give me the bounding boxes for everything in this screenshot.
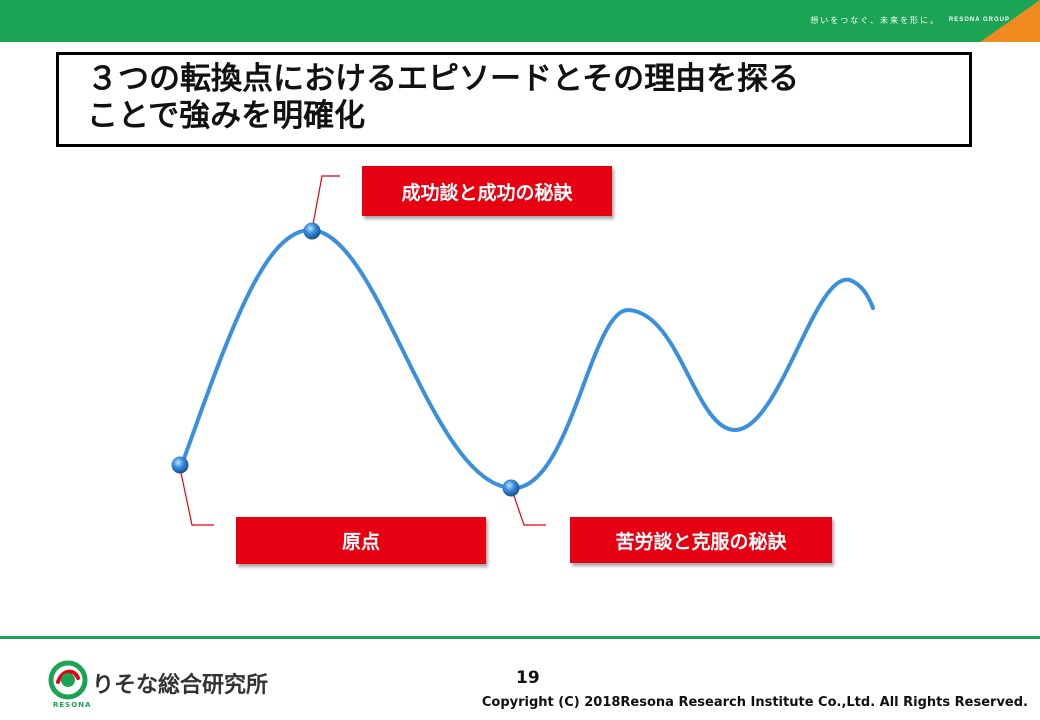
page-title-line-2: ことで強みを明確化 [87, 98, 366, 134]
marker-origin [171, 456, 189, 474]
leader-line-success [311, 175, 340, 231]
title-box: ３つの転換点におけるエピソードとその理由を探る ことで強みを明確化 [56, 52, 972, 147]
footer-divider [0, 636, 1040, 639]
page-number: 19 [516, 668, 540, 688]
leader-line-hardship [511, 489, 546, 526]
marker-hardship [502, 479, 520, 497]
company-name: りそな総合研究所 [92, 673, 269, 698]
marker-success [303, 222, 321, 240]
header-band: 想いをつなぐ、未来を形に。 RESONA GROUP [0, 0, 1040, 42]
header-slogan: 想いをつなぐ、未来を形に。 [810, 16, 940, 25]
resona-logo-icon [48, 660, 88, 700]
label-success: 成功談と成功の秘訣 [362, 166, 612, 216]
leader-line-origin [179, 467, 214, 526]
label-hardship: 苦労談と克服の秘訣 [570, 517, 832, 563]
life-curve [178, 227, 875, 491]
label-origin: 原点 [236, 517, 486, 564]
header-accent-corner [980, 0, 1040, 42]
group-label: RESONA GROUP [948, 17, 1010, 23]
company-name-sub: RESONA [53, 701, 92, 709]
page-title-line-1: ３つの転換点におけるエピソードとその理由を探る [87, 61, 800, 97]
copyright-notice: Copyright (C) 2018Resona Research Instit… [481, 695, 1028, 710]
